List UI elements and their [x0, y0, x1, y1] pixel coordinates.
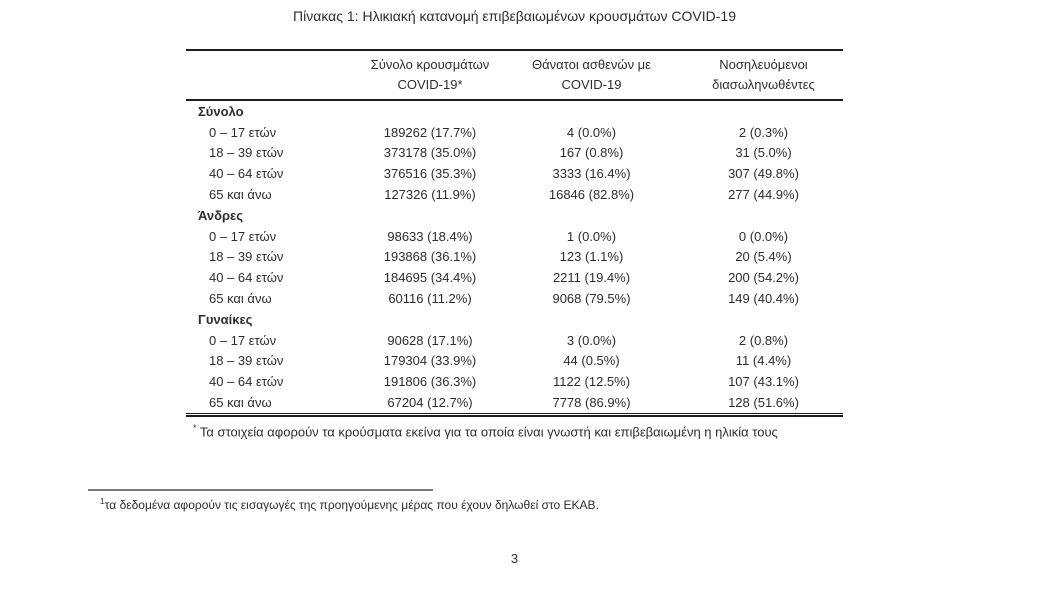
- age-group-label: 18 – 39 ετών: [209, 353, 284, 369]
- cases-value: 127326 (11.9%): [384, 187, 476, 203]
- intubated-value: 128 (51.6%): [728, 395, 799, 411]
- header-col-cases-line2: COVID-19*: [397, 77, 463, 92]
- header-col-cases: Σύνολο κρουσμάτων COVID-19*: [361, 55, 499, 95]
- cases-value: 98633 (18.4%): [387, 228, 473, 244]
- table-row: 0 – 17 ετών 189262 (17.7%) 4 (0.0%) 2 (0…: [186, 122, 843, 143]
- bottom-footnote-text: τα δεδομένα αφορούν τις εισαγωγές της πρ…: [104, 498, 599, 512]
- cases-value: 373178 (35.0%): [383, 145, 477, 161]
- deaths-value: 2211 (19.4%): [552, 270, 631, 286]
- cases-value: 60116 (11.2%): [388, 291, 472, 307]
- header-col-cases-line1: Σύνολο κρουσμάτων: [370, 57, 490, 72]
- intubated-value: 149 (40.4%): [728, 291, 799, 307]
- table-row: 40 – 64 ετών 191806 (36.3%) 1122 (12.5%)…: [186, 371, 843, 392]
- footnote-separator-line: [88, 489, 433, 491]
- bottom-footnote-marker: 1: [100, 496, 105, 506]
- intubated-value: 11 (4.4%): [735, 353, 792, 369]
- table-row: 0 – 17 ετών 90628 (17.1%) 3 (0.0%) 2 (0.…: [186, 330, 843, 351]
- age-group-label: 40 – 64 ετών: [209, 166, 284, 182]
- section-label: Άνδρες: [198, 207, 243, 223]
- intubated-value: 277 (44.9%): [728, 187, 799, 203]
- deaths-value: 16846 (82.8%): [548, 187, 635, 203]
- cases-value: 179304 (33.9%): [383, 353, 477, 369]
- table-row: 18 – 39 ετών 373178 (35.0%) 167 (0.8%) 3…: [186, 143, 843, 164]
- header-col-intubated-line2: διασωληνωθέντες: [712, 77, 815, 92]
- table-row: 40 – 64 ετών 376516 (35.3%) 3333 (16.4%)…: [186, 163, 843, 184]
- header-col-intubated: Νοσηλευόμενοι διασωληνωθέντες: [684, 55, 843, 95]
- intubated-value: 307 (49.8%): [728, 166, 799, 182]
- deaths-value: 1 (0.0%): [566, 228, 617, 244]
- page-title: Πίνακας 1: Ηλικιακή κατανομή επιβεβαιωμέ…: [293, 8, 736, 24]
- intubated-value: 2 (0.8%): [738, 332, 789, 348]
- table-row: 65 και άνω 60116 (11.2%) 9068 (79.5%) 14…: [186, 288, 843, 309]
- cases-value: 189262 (17.7%): [383, 124, 477, 140]
- deaths-value: 9068 (79.5%): [552, 291, 631, 307]
- age-group-label: 65 και άνω: [209, 395, 272, 411]
- age-group-label: 0 – 17 ετών: [209, 332, 277, 348]
- age-group-label: 65 και άνω: [209, 187, 272, 203]
- cases-value: 193868 (36.1%): [383, 249, 477, 265]
- covid-age-table: Σύνολο κρουσμάτων COVID-19* Θάνατοι ασθε…: [186, 49, 843, 441]
- intubated-value: 20 (5.4%): [735, 249, 792, 265]
- intubated-value: 107 (43.1%): [728, 374, 799, 390]
- deaths-value: 123 (1.1%): [559, 249, 624, 265]
- table-row: 0 – 17 ετών 98633 (18.4%) 1 (0.0%) 0 (0.…: [186, 226, 843, 247]
- cases-value: 90628 (17.1%): [387, 332, 473, 348]
- table-section-row: Γυναίκες: [186, 309, 843, 330]
- table-section-row: Σύνολο: [186, 101, 843, 122]
- deaths-value: 3333 (16.4%): [552, 166, 631, 182]
- table-footnote-text: Τα στοιχεία αφορούν τα κρούσματα εκείνα …: [199, 424, 778, 440]
- cases-value: 67204 (12.7%): [387, 395, 473, 411]
- section-label: Σύνολο: [198, 103, 244, 119]
- deaths-value: 3 (0.0%): [566, 332, 617, 348]
- age-group-label: 0 – 17 ετών: [209, 124, 277, 140]
- table-header-row: Σύνολο κρουσμάτων COVID-19* Θάνατοι ασθε…: [186, 49, 843, 101]
- intubated-value: 200 (54.2%): [728, 270, 799, 286]
- intubated-value: 31 (5.0%): [735, 145, 792, 161]
- table-body: Σύνολο 0 – 17 ετών 189262 (17.7%) 4 (0.0…: [186, 101, 843, 413]
- table-row: 18 – 39 ετών 179304 (33.9%) 44 (0.5%) 11…: [186, 351, 843, 372]
- age-group-label: 18 – 39 ετών: [209, 145, 284, 161]
- header-col-deaths-line2: COVID-19: [561, 77, 622, 92]
- section-label: Γυναίκες: [198, 311, 253, 327]
- deaths-value: 1122 (12.5%): [552, 374, 631, 390]
- deaths-value: 4 (0.0%): [566, 124, 617, 140]
- intubated-value: 2 (0.3%): [738, 124, 789, 140]
- cases-value: 184695 (34.4%): [383, 270, 477, 286]
- table-section-row: Άνδρες: [186, 205, 843, 226]
- table-row: 65 και άνω 127326 (11.9%) 16846 (82.8%) …: [186, 184, 843, 205]
- age-group-label: 0 – 17 ετών: [209, 228, 277, 244]
- table-row: 65 και άνω 67204 (12.7%) 7778 (86.9%) 12…: [186, 392, 843, 413]
- deaths-value: 167 (0.8%): [559, 145, 624, 161]
- cases-value: 191806 (36.3%): [383, 374, 477, 390]
- age-group-label: 40 – 64 ετών: [209, 374, 284, 390]
- deaths-value: 44 (0.5%): [563, 353, 620, 369]
- header-col-deaths-line1: Θάνατοι ασθενών με: [532, 57, 651, 72]
- table-footnote: * Τα στοιχεία αφορούν τα κρούσματα εκείν…: [186, 420, 843, 440]
- cases-value: 376516 (35.3%): [383, 166, 477, 182]
- header-col-deaths: Θάνατοι ασθενών με COVID-19: [499, 55, 684, 95]
- table-bottom-rule: [186, 412, 843, 418]
- bottom-footnote: 1τα δεδομένα αφορούν τις εισαγωγές της π…: [100, 493, 599, 513]
- age-group-label: 18 – 39 ετών: [209, 249, 284, 265]
- table-row: 40 – 64 ετών 184695 (34.4%) 2211 (19.4%)…: [186, 267, 843, 288]
- age-group-label: 65 και άνω: [209, 291, 272, 307]
- header-col-intubated-line1: Νοσηλευόμενοι: [719, 57, 808, 72]
- page-number: 3: [510, 551, 519, 566]
- deaths-value: 7778 (86.9%): [552, 395, 631, 411]
- table-row: 18 – 39 ετών 193868 (36.1%) 123 (1.1%) 2…: [186, 247, 843, 268]
- age-group-label: 40 – 64 ετών: [209, 270, 284, 286]
- table-footnote-marker: *: [193, 423, 197, 434]
- intubated-value: 0 (0.0%): [738, 228, 789, 244]
